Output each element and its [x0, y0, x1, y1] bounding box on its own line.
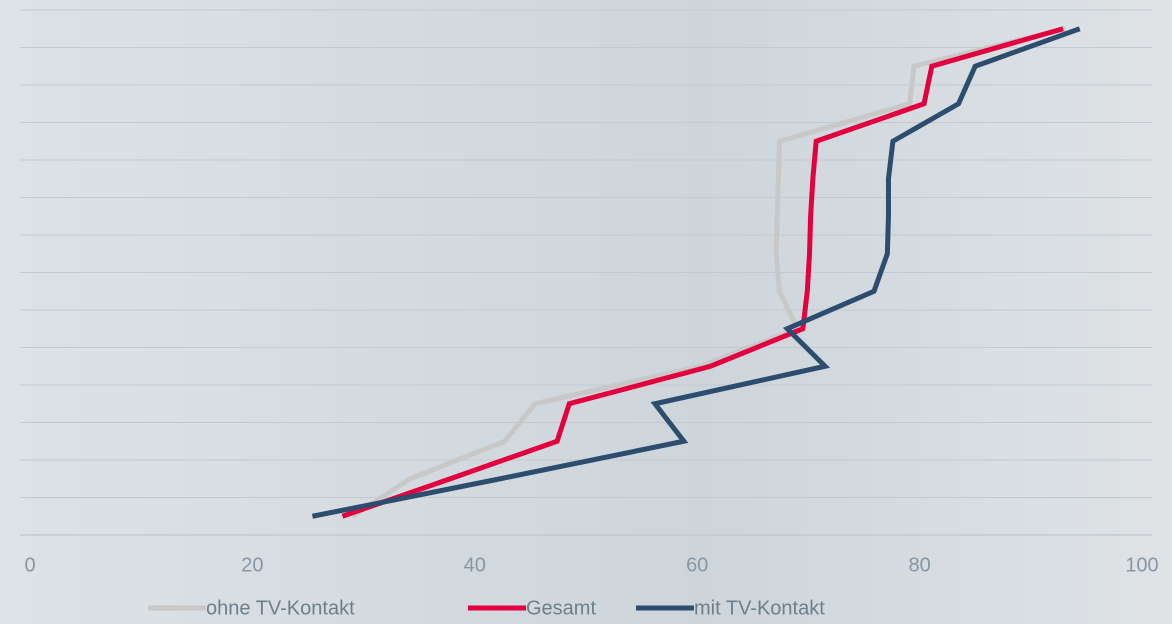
- legend-label: ohne TV-Kontakt: [206, 597, 355, 619]
- x-tick-label: 20: [241, 554, 263, 576]
- x-tick-label: 0: [24, 554, 35, 576]
- legend: ohne TV-Kontakt Gesamt mit TV-Kontakt: [148, 597, 825, 619]
- series-line: [351, 26, 1066, 519]
- x-tick-label: 80: [908, 554, 930, 576]
- series-line: [311, 26, 1081, 519]
- x-tick-label: 40: [464, 554, 486, 576]
- legend-label: mit TV-Kontakt: [694, 597, 825, 619]
- x-tick-label: 60: [686, 554, 708, 576]
- legend-label: Gesamt: [526, 597, 596, 619]
- x-tick-label: 100: [1125, 554, 1158, 576]
- series-line: [341, 26, 1064, 519]
